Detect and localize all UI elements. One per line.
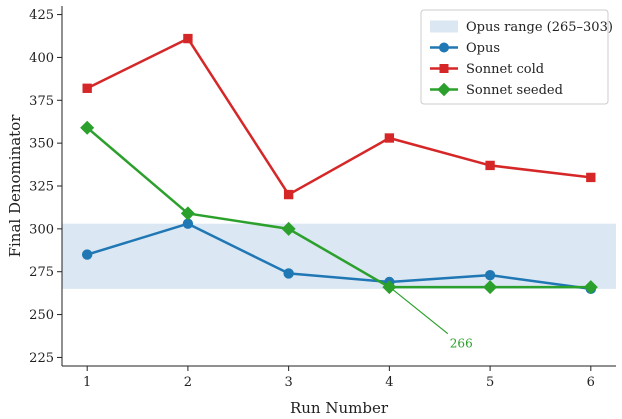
data-point — [82, 83, 92, 93]
legend-marker — [437, 82, 451, 97]
legend-label: Sonnet cold — [466, 62, 544, 77]
data-point — [183, 33, 193, 44]
series-line — [86, 222, 591, 291]
legend-label-band: Opus range (265–303) — [466, 20, 613, 35]
y-tick-label: 225 — [29, 351, 54, 366]
legend-marker — [439, 42, 449, 53]
data-point — [583, 280, 598, 295]
data-point — [180, 206, 195, 221]
data-point — [281, 221, 296, 236]
series-layer — [80, 33, 598, 295]
annotation-layer: 266 — [386, 284, 473, 351]
opus-range-band-layer — [62, 223, 616, 289]
data-point — [283, 189, 294, 200]
y-tick-label: 275 — [29, 265, 54, 280]
y-tick-label: 375 — [29, 94, 54, 109]
x-tick-label: 2 — [184, 375, 192, 390]
legend-swatch-band — [430, 20, 458, 33]
x-tick-label: 6 — [587, 375, 595, 390]
opus-range-band — [62, 223, 616, 289]
data-point — [182, 218, 194, 229]
y-tick-label: 325 — [29, 180, 54, 195]
y-tick-label: 250 — [29, 308, 54, 323]
legend-box — [420, 9, 609, 105]
axes: 225 250 275 300 325 350 375 400 425 1 2 3 4 5 6 Run Num… — [6, 6, 616, 417]
series-sonnet-seeded — [80, 120, 598, 295]
data-point — [485, 160, 495, 171]
annotation-label: 266 — [450, 337, 473, 351]
x-tick-label: 3 — [284, 375, 292, 390]
series-line — [86, 37, 591, 196]
data-point — [484, 269, 496, 281]
annotation-arrow — [386, 284, 449, 335]
data-point — [586, 172, 596, 183]
y-tick-label: 425 — [29, 8, 54, 23]
legend-label: Opus — [466, 41, 500, 56]
x-tick-label: 5 — [486, 375, 494, 390]
data-point — [283, 268, 294, 279]
y-tick-label: 400 — [29, 51, 54, 66]
x-axis-title: Run Number — [290, 399, 389, 417]
y-tick-label: 300 — [29, 222, 54, 237]
x-tick-label: 4 — [385, 375, 393, 390]
legend-label: Sonnet seeded — [466, 83, 563, 98]
series-sonnet-cold — [82, 33, 596, 200]
y-tick-label: 350 — [29, 137, 54, 152]
legend-marker — [439, 64, 449, 73]
data-point — [80, 120, 95, 135]
data-point — [483, 280, 498, 295]
data-point — [384, 133, 395, 143]
annotation-arrowhead — [386, 284, 395, 293]
y-axis-title: Final Denominator — [6, 114, 24, 258]
series-line — [86, 126, 591, 289]
legend: Opus range (265–303) Opus Sonnet cold Sonne… — [420, 9, 613, 105]
x-tick-label: 1 — [83, 375, 91, 390]
data-point — [81, 249, 93, 260]
